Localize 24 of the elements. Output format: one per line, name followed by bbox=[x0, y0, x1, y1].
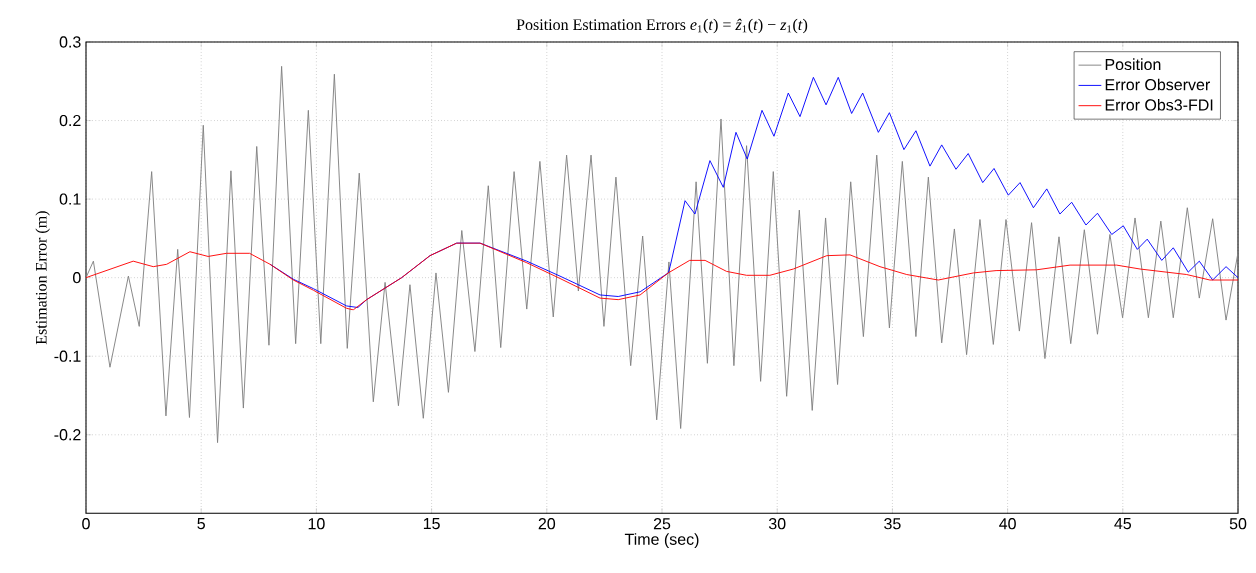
y-tick-label: 0.2 bbox=[59, 114, 81, 127]
y-tick-label: 0 bbox=[73, 271, 81, 284]
legend-label: Position bbox=[1105, 58, 1161, 70]
x-tick-label: 45 bbox=[1114, 517, 1132, 530]
x-tick-label: 0 bbox=[82, 517, 90, 530]
y-tick-label: -0.1 bbox=[54, 350, 81, 362]
x-tick-label: 40 bbox=[999, 517, 1016, 530]
x-tick-label: 20 bbox=[538, 517, 556, 530]
legend-label: Error Obs3-FDI bbox=[1105, 98, 1213, 111]
x-axis-title: Time (sec) bbox=[624, 533, 699, 548]
x-tick-label: 50 bbox=[1229, 517, 1247, 530]
x-tick-label: 5 bbox=[197, 517, 205, 530]
x-tick-label: 35 bbox=[884, 517, 901, 530]
legend-label: Error Observer bbox=[1105, 78, 1210, 91]
line-series bbox=[86, 242, 1239, 311]
x-tick-label: 10 bbox=[308, 517, 325, 530]
y-tick-label: 0.1 bbox=[59, 193, 81, 205]
x-tick-label: 30 bbox=[768, 517, 786, 530]
y-tick-label: -0.2 bbox=[54, 428, 81, 441]
chart-title: Position Estimation Errors e$_{1}$(t) = ẑ$_{1}$(t) − z$_{1}$(t) bbox=[516, 18, 808, 34]
x-tick-label: 25 bbox=[653, 517, 671, 530]
y-axis-title: Estimation Error (m) bbox=[35, 211, 50, 345]
y-tick-label: 0.3 bbox=[59, 36, 81, 48]
x-tick-label: 15 bbox=[423, 517, 440, 530]
